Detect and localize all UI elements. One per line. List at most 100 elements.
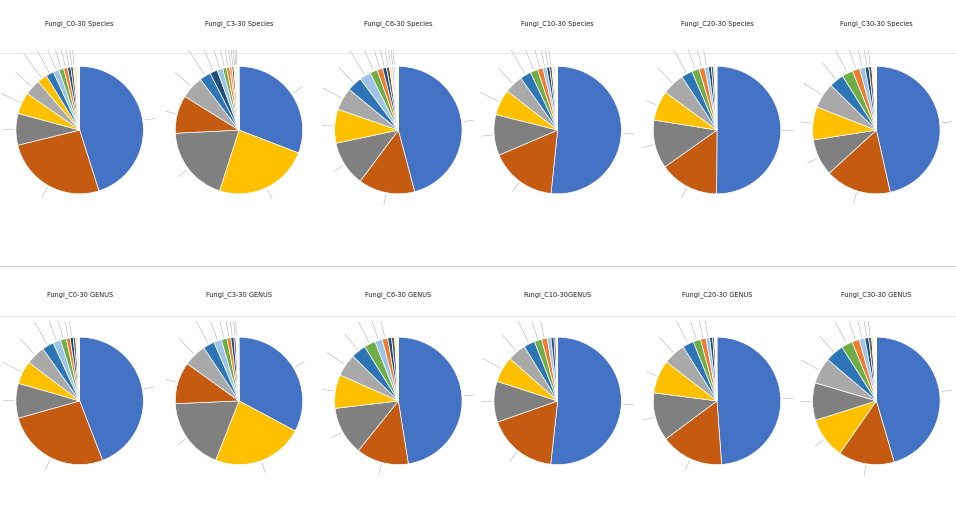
Wedge shape: [66, 338, 79, 401]
Wedge shape: [653, 393, 717, 439]
Wedge shape: [497, 401, 557, 464]
Title: Fungi_C30-30 Species: Fungi_C30-30 Species: [840, 20, 913, 27]
Wedge shape: [43, 343, 79, 401]
Wedge shape: [543, 67, 557, 130]
Wedge shape: [547, 338, 557, 401]
Wedge shape: [542, 338, 557, 401]
Wedge shape: [28, 82, 79, 130]
Wedge shape: [338, 89, 399, 130]
Wedge shape: [875, 337, 877, 401]
Wedge shape: [554, 337, 557, 401]
Wedge shape: [715, 66, 717, 130]
Wedge shape: [865, 67, 877, 130]
Wedge shape: [335, 375, 399, 408]
Wedge shape: [54, 340, 79, 401]
Wedge shape: [829, 130, 890, 194]
Wedge shape: [813, 107, 877, 140]
Wedge shape: [496, 91, 557, 130]
Wedge shape: [360, 73, 399, 130]
Wedge shape: [877, 337, 940, 462]
Wedge shape: [217, 68, 239, 130]
Wedge shape: [335, 109, 399, 143]
Wedge shape: [392, 66, 399, 130]
Title: Fungi_C30-30 GENUS: Fungi_C30-30 GENUS: [841, 291, 911, 298]
Wedge shape: [874, 66, 877, 130]
Wedge shape: [353, 347, 399, 401]
Wedge shape: [236, 337, 239, 401]
Wedge shape: [378, 68, 399, 130]
Wedge shape: [877, 66, 940, 192]
Title: Fungi_C0-30 Species: Fungi_C0-30 Species: [45, 20, 114, 27]
Wedge shape: [852, 339, 877, 401]
Wedge shape: [554, 66, 557, 130]
Wedge shape: [223, 67, 239, 130]
Wedge shape: [551, 337, 621, 465]
Wedge shape: [340, 356, 399, 401]
Wedge shape: [388, 338, 399, 401]
Title: Fungi_C10-30 Species: Fungi_C10-30 Species: [521, 20, 594, 27]
Wedge shape: [16, 383, 79, 418]
Wedge shape: [394, 66, 399, 130]
Wedge shape: [537, 68, 557, 130]
Wedge shape: [399, 337, 462, 464]
Wedge shape: [77, 66, 79, 130]
Wedge shape: [706, 338, 717, 401]
Wedge shape: [395, 337, 399, 401]
Wedge shape: [29, 349, 79, 401]
Wedge shape: [236, 66, 239, 130]
Wedge shape: [238, 66, 239, 130]
Wedge shape: [552, 66, 557, 130]
Wedge shape: [716, 337, 717, 401]
Wedge shape: [531, 70, 557, 130]
Title: Fungi_C3-30 GENUS: Fungi_C3-30 GENUS: [206, 291, 272, 298]
Text: Genus: Genus: [32, 286, 88, 304]
Title: Fungi_C0-30 GENUS: Fungi_C0-30 GENUS: [47, 291, 113, 298]
Wedge shape: [375, 339, 399, 401]
Wedge shape: [220, 130, 298, 194]
Wedge shape: [214, 340, 239, 401]
Wedge shape: [494, 115, 557, 155]
Wedge shape: [709, 337, 717, 401]
Wedge shape: [550, 66, 557, 130]
Wedge shape: [46, 72, 79, 130]
Wedge shape: [551, 66, 621, 194]
Wedge shape: [73, 66, 79, 130]
Wedge shape: [692, 69, 717, 130]
Wedge shape: [684, 342, 717, 401]
Wedge shape: [216, 401, 295, 465]
Wedge shape: [229, 67, 239, 130]
Wedge shape: [525, 341, 557, 401]
Wedge shape: [237, 66, 239, 130]
Wedge shape: [78, 337, 79, 401]
Wedge shape: [175, 401, 239, 460]
Wedge shape: [18, 401, 102, 465]
Title: Fungi_C20-30 GENUS: Fungi_C20-30 GENUS: [682, 291, 752, 298]
Wedge shape: [201, 73, 239, 130]
Wedge shape: [232, 66, 239, 130]
Wedge shape: [175, 97, 239, 133]
Wedge shape: [74, 337, 79, 401]
Wedge shape: [76, 337, 79, 401]
Wedge shape: [389, 67, 399, 130]
Wedge shape: [397, 337, 399, 401]
Wedge shape: [497, 358, 557, 401]
Wedge shape: [358, 401, 408, 465]
Text: Species: Species: [30, 22, 99, 39]
Wedge shape: [653, 120, 717, 167]
Wedge shape: [665, 77, 717, 130]
Wedge shape: [551, 337, 557, 401]
Wedge shape: [392, 337, 399, 401]
Wedge shape: [872, 337, 877, 401]
Wedge shape: [59, 68, 79, 130]
Wedge shape: [78, 66, 79, 130]
Wedge shape: [382, 67, 399, 130]
Wedge shape: [397, 66, 399, 130]
Wedge shape: [187, 348, 239, 401]
Wedge shape: [547, 67, 557, 130]
Wedge shape: [239, 66, 303, 153]
Wedge shape: [227, 338, 239, 401]
Wedge shape: [18, 93, 79, 130]
Wedge shape: [395, 66, 399, 130]
Wedge shape: [859, 338, 877, 401]
Wedge shape: [556, 66, 557, 130]
